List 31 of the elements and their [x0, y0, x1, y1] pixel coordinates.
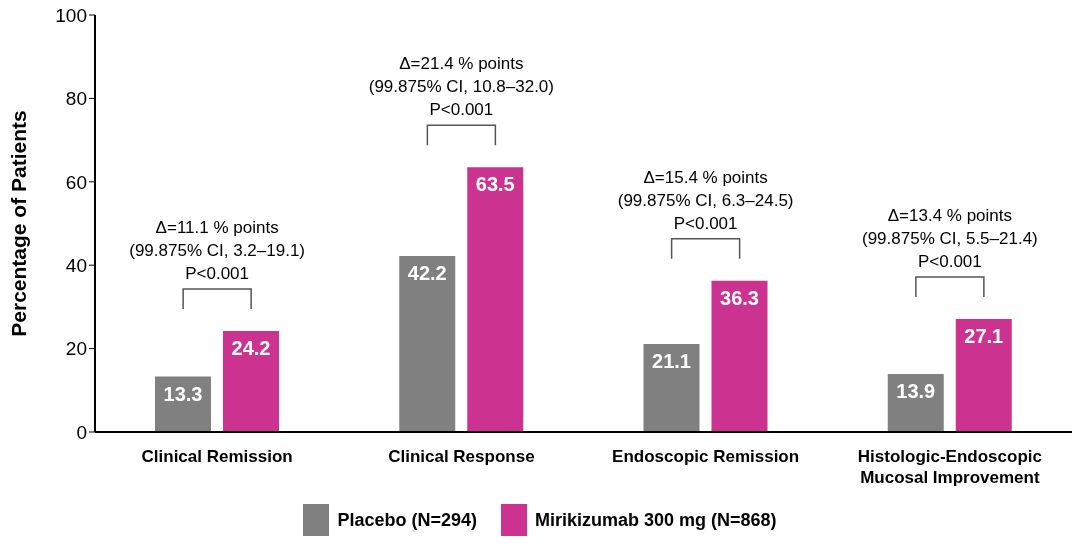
data-label: 24.2 [231, 337, 271, 360]
data-label: 21.1 [652, 350, 691, 373]
data-label: 13.3 [163, 382, 203, 405]
data-label: 36.3 [720, 286, 759, 309]
y-tick-label: 0 [76, 421, 87, 443]
x-tick-label: Histologic-Endoscopic Mucosal Improvement [857, 447, 1042, 487]
legend-label: Placebo (N=294) [336, 508, 477, 532]
annotation: Δ=15.4 % points (99.875% CI, 6.3–24.5) P<0.001 [617, 167, 794, 233]
y-tick-label: 100 [55, 4, 87, 26]
legend-label: Mirikizumab 300 mg (N=868) [534, 508, 777, 532]
x-tick-label: Clinical Response [388, 447, 535, 466]
y-tick-label: 20 [65, 338, 87, 360]
annotation: Δ=11.1 % points (99.875% CI, 3.2–19.1) P<0.001 [129, 218, 306, 284]
x-tick-label: Endoscopic Remission [612, 447, 800, 466]
data-label: 42.2 [407, 262, 447, 285]
bar [955, 318, 1012, 432]
bar [223, 331, 279, 432]
annotation: Δ=13.4 % points (99.875% CI, 5.5–21.4) P<0.001 [861, 205, 1038, 271]
y-axis-title: Percentage of Patients [7, 110, 31, 337]
x-tick-label: Clinical Remission [141, 447, 293, 466]
data-label: 13.9 [896, 380, 936, 403]
annotation: Δ=21.4 % points (99.875% CI, 10.8–32.0) P<0.001 [368, 54, 554, 120]
bar [711, 280, 768, 432]
y-tick-label: 60 [65, 171, 87, 193]
y-tick-label: 80 [65, 88, 87, 110]
y-tick-label: 40 [65, 254, 87, 276]
data-label: 63.5 [475, 173, 515, 196]
bar [467, 167, 524, 432]
bar [643, 344, 700, 432]
bar [399, 256, 456, 432]
data-label: 27.1 [964, 325, 1004, 348]
